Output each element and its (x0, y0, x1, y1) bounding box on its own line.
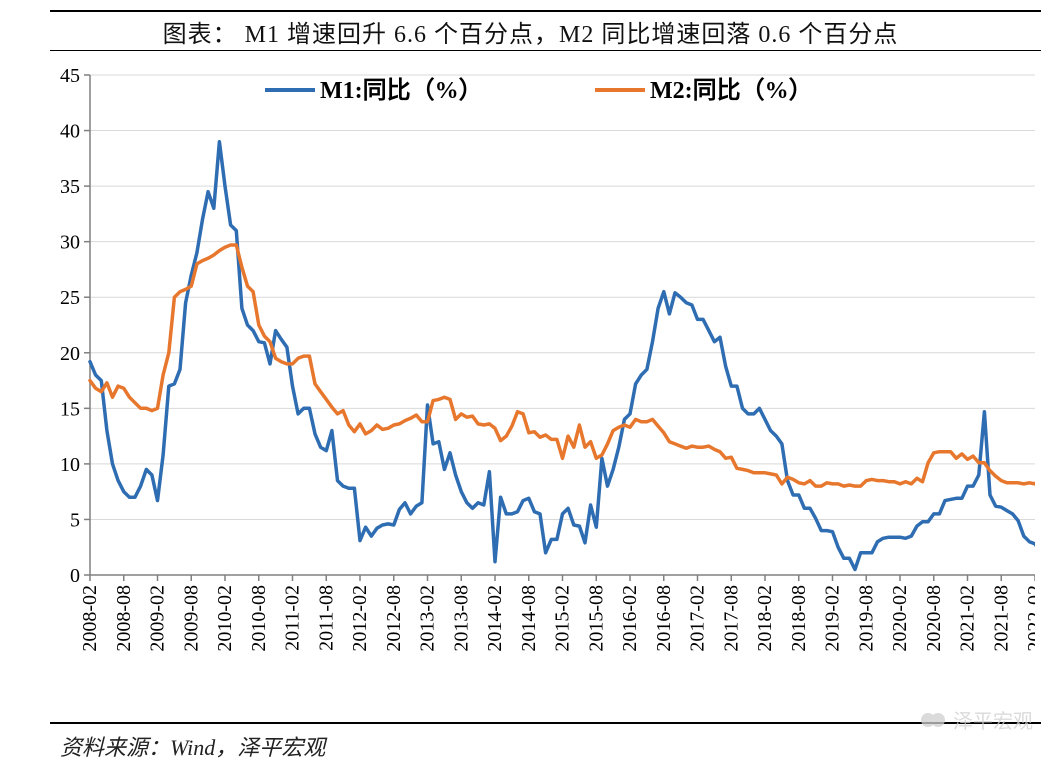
svg-text:M2:同比（%）: M2:同比（%） (650, 77, 813, 104)
svg-text:2021-02: 2021-02 (957, 585, 979, 652)
source-text: 资料来源：Wind，泽平宏观 (60, 730, 325, 762)
chart-figure: 图表： M1 增速回升 6.6 个百分点，M2 同比增速回落 0.6 个百分点 … (0, 0, 1061, 784)
svg-text:15: 15 (60, 398, 80, 420)
svg-text:2011-08: 2011-08 (315, 585, 337, 651)
svg-text:2018-08: 2018-08 (788, 585, 810, 652)
svg-text:2013-08: 2013-08 (450, 585, 472, 652)
svg-text:0: 0 (70, 565, 80, 587)
svg-text:2014-08: 2014-08 (518, 585, 540, 652)
svg-text:2020-08: 2020-08 (923, 585, 945, 652)
svg-text:2017-08: 2017-08 (720, 585, 742, 652)
svg-text:35: 35 (60, 176, 80, 198)
svg-text:2008-02: 2008-02 (79, 585, 101, 652)
plot-area: 0 5 10 15 20 25 30 35 40 45 2008-02 2008-08 2009-02 2… (35, 55, 1035, 685)
svg-text:20: 20 (60, 343, 80, 365)
svg-text:45: 45 (60, 65, 80, 87)
svg-text:2012-02: 2012-02 (349, 585, 371, 652)
watermark-text: 泽平宏观 (953, 705, 1033, 734)
wechat-icon (921, 709, 947, 731)
svg-text:2017-02: 2017-02 (687, 585, 709, 652)
svg-text:2009-02: 2009-02 (147, 585, 169, 652)
svg-text:25: 25 (60, 287, 80, 309)
chart-title: 图表： M1 增速回升 6.6 个百分点，M2 同比增速回落 0.6 个百分点 (0, 14, 1061, 49)
svg-text:M1:同比（%）: M1:同比（%） (320, 77, 483, 104)
svg-text:2009-08: 2009-08 (180, 585, 202, 652)
svg-text:2020-02: 2020-02 (889, 585, 911, 652)
svg-text:2016-08: 2016-08 (653, 585, 675, 652)
svg-text:10: 10 (60, 454, 80, 476)
chart-svg: 0 5 10 15 20 25 30 35 40 45 2008-02 2008-08 2009-02 2… (35, 55, 1035, 685)
svg-text:2019-08: 2019-08 (855, 585, 877, 652)
svg-text:2010-08: 2010-08 (248, 585, 270, 652)
svg-text:2021-08: 2021-08 (990, 585, 1012, 652)
title-rule-top (50, 10, 1041, 12)
svg-text:2015-02: 2015-02 (552, 585, 574, 652)
svg-text:2016-02: 2016-02 (619, 585, 641, 652)
svg-text:2022-02: 2022-02 (1024, 585, 1035, 652)
svg-text:2015-08: 2015-08 (585, 585, 607, 652)
svg-text:2014-02: 2014-02 (484, 585, 506, 652)
title-rule-bottom (50, 50, 1041, 51)
svg-text:2013-02: 2013-02 (417, 585, 439, 652)
source-rule (50, 722, 1041, 724)
svg-text:2010-02: 2010-02 (214, 585, 236, 652)
svg-text:2011-02: 2011-02 (282, 585, 304, 651)
svg-text:2018-02: 2018-02 (754, 585, 776, 652)
svg-text:30: 30 (60, 232, 80, 254)
svg-text:40: 40 (60, 121, 80, 143)
watermark: 泽平宏观 (921, 705, 1033, 734)
svg-text:2008-08: 2008-08 (113, 585, 135, 652)
svg-text:2012-08: 2012-08 (383, 585, 405, 652)
svg-text:5: 5 (70, 509, 80, 531)
svg-text:2019-02: 2019-02 (822, 585, 844, 652)
